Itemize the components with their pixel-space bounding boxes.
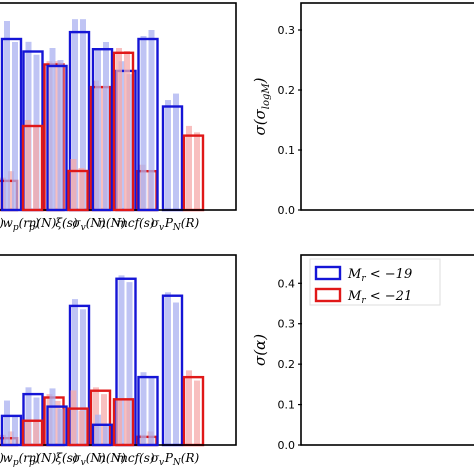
bottom-left-thin-bar-0-3-0 <box>118 275 125 445</box>
bottom-left-thin-bar-0-4-1 <box>173 302 179 445</box>
top-right-thin-bar-1-2-0 <box>116 48 122 210</box>
bottom-right-axes-frame <box>300 254 474 446</box>
top-right-thin-bar-1-0-0 <box>25 120 31 210</box>
top-left-thin-bar-1-0-1 <box>8 171 14 210</box>
top-right-ytick-label-2: 0.2 <box>278 84 296 97</box>
top-left-thin-bar-0-4-1 <box>173 93 179 210</box>
top-right-bar-1-2 <box>112 51 135 212</box>
bottom-right-thin-bar-0-1-1 <box>57 408 64 445</box>
top-left-thin-bar-0-2-0 <box>72 19 78 210</box>
top-right-thin-bar-0-2-0 <box>95 48 101 210</box>
bottom-right-ytick-label-2: 0.2 <box>278 358 296 371</box>
top-right-bar-1-1 <box>67 169 89 212</box>
bottom-left-thin-bar-0-3-1 <box>126 282 133 445</box>
bottom-right-bar-1-1 <box>67 407 89 447</box>
bottom-right-thin-bar-1-0-1 <box>33 421 39 445</box>
top-left-xtick-label-2: σv(N) <box>72 216 105 233</box>
top-right-thin-bar-0-0-1 <box>12 42 18 210</box>
bottom-left-thin-bar-1-2-1 <box>101 394 107 445</box>
bottom-right-xtick-label-2: n(N) <box>98 451 126 465</box>
top-right-bar-0-0 <box>0 37 23 212</box>
top-right-thin-bar-0-3-0 <box>140 36 147 210</box>
bottom-right-thin-bar-1-1-1 <box>78 410 85 445</box>
bottom-right-xtick-label-1: ξ(s) <box>55 451 77 465</box>
bottom-right-bar-1-2 <box>112 398 135 447</box>
bottom-left-xtick-label-2: σv(N) <box>72 451 105 468</box>
bottom-right-thin-bar-0-0-1 <box>12 416 18 445</box>
bottom-right-ytick-label-3: 0.3 <box>278 318 296 331</box>
bottom-right-ylabel: σ(α) <box>251 334 269 366</box>
top-right-thin-bar-0-2-1 <box>103 42 109 210</box>
bottom-right-legend-swatch-0 <box>314 265 342 281</box>
bottom-left-thin-bar-1-4-1 <box>194 380 200 445</box>
bottom-right-thin-bar-0-3-1 <box>148 376 155 445</box>
bottom-right-bar-1-0 <box>21 419 44 447</box>
bottom-right-thin-bar-0-3-0 <box>140 372 147 445</box>
bottom-right-ytick-label-1: 0.1 <box>278 399 296 412</box>
top-right-xtick-label-1: ξ(s) <box>55 216 77 230</box>
top-left-thin-bar-0-2-1 <box>80 19 86 210</box>
top-right-thin-bar-0-1-1 <box>57 60 64 210</box>
bottom-right-thin-bar-1-1-0 <box>70 390 77 445</box>
bottom-right-thin-bar-0-2-0 <box>95 414 101 445</box>
bottom-left-xtick-label-1: n(N) <box>29 451 57 465</box>
top-left-thin-bar-1-4-0 <box>186 125 192 210</box>
top-right-thin-bar-0-3-1 <box>148 30 155 210</box>
bottom-right-bar-0-0 <box>0 414 23 447</box>
bottom-right-bar-0-2 <box>91 423 114 447</box>
bottom-right-thin-bar-1-2-1 <box>124 400 130 445</box>
bottom-right-ytick-label-0: 0.0 <box>278 439 296 452</box>
top-left-xtick-label-0: (s) <box>0 216 4 230</box>
top-right-thin-bar-1-2-1 <box>124 51 130 210</box>
bottom-right-legend-label-1: Mr < −21 <box>347 289 412 306</box>
top-right-xtick-label-0: wp(rp) <box>3 216 40 233</box>
top-left-xtick-label-4: PN(R) <box>164 216 200 233</box>
top-left-thin-bar-0-4-0 <box>165 100 171 210</box>
bottom-left-thin-bar-0-2-1 <box>80 309 86 445</box>
top-right-bar-0-1 <box>46 64 68 212</box>
bottom-left-thin-bar-0-1-0 <box>25 387 32 445</box>
bottom-left-thin-bar-0-2-0 <box>72 299 78 445</box>
bottom-right-thin-bar-0-1-0 <box>49 388 56 445</box>
top-left-thin-bar-1-4-1 <box>194 132 200 210</box>
bottom-left-xtick-label-3: mcf(s) <box>116 451 154 465</box>
bottom-right-xtick-label-0: wp(rp) <box>3 451 40 468</box>
top-right-thin-bar-1-0-1 <box>33 126 39 210</box>
top-left-xtick-label-3: mcf(s) <box>116 216 154 230</box>
bottom-right-bar-0-1 <box>46 405 68 447</box>
bottom-right-thin-bar-1-0-0 <box>25 419 31 445</box>
bottom-right-legend-swatch-1 <box>314 287 342 303</box>
bottom-left-xtick-label-0: (s) <box>0 451 4 465</box>
top-left-xtick-label-1: n(N) <box>29 216 57 230</box>
top-right-thin-bar-0-0-0 <box>4 21 10 210</box>
bottom-left-thin-bar-0-4-0 <box>165 292 171 445</box>
top-right-bar-0-2 <box>91 48 114 212</box>
top-right-xtick-label-2: n(N) <box>98 216 126 230</box>
bottom-right-thin-bar-0-2-1 <box>103 424 109 445</box>
top-right-ytick-label-1: 0.1 <box>278 144 296 157</box>
bottom-right-xtick-label-3: σv <box>151 451 164 468</box>
top-right-thin-bar-1-1-0 <box>70 159 77 210</box>
top-right-bar-0-3 <box>137 37 159 212</box>
bottom-right-thin-bar-1-2-0 <box>116 398 122 445</box>
top-right-ytick-label-0: 0.0 <box>278 204 296 217</box>
bottom-right-thin-bar-0-0-0 <box>4 400 10 445</box>
top-right-xtick-label-3: σv <box>151 216 164 233</box>
bottom-right-legend-label-0: Mr < −19 <box>347 267 412 284</box>
top-right-ylabel: σ(σlogM) <box>251 77 272 135</box>
top-right-thin-bar-0-1-0 <box>49 48 56 210</box>
top-right-bar-1-0 <box>21 124 44 212</box>
top-right-thin-bar-1-1-1 <box>78 168 85 210</box>
bottom-left-xtick-label-4: PN(R) <box>164 451 200 468</box>
top-right-axes-frame <box>300 2 474 211</box>
bottom-right-bar-0-3 <box>137 375 159 447</box>
bottom-right-ytick-label-4: 0.4 <box>278 277 296 290</box>
bottom-left-thin-bar-1-4-0 <box>186 370 192 445</box>
top-right-ytick-label-3: 0.3 <box>278 24 296 37</box>
